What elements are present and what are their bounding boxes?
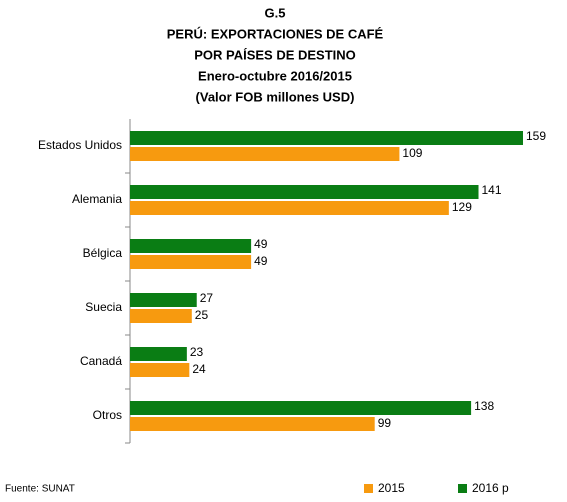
chart-title: (Valor FOB millones USD) xyxy=(196,89,355,104)
value-label: 99 xyxy=(378,416,392,430)
value-label: 27 xyxy=(200,291,214,305)
legend-label: 2016 p xyxy=(472,481,509,495)
value-label: 25 xyxy=(195,308,209,322)
bar xyxy=(130,309,192,323)
chart-title: PERÚ: EXPORTACIONES DE CAFÉ xyxy=(167,26,384,41)
y-tick-label: Canadá xyxy=(80,354,122,368)
bar xyxy=(130,363,190,377)
legend-swatch xyxy=(364,484,373,493)
value-label: 138 xyxy=(474,399,494,413)
y-tick-label: Bélgica xyxy=(83,246,123,260)
value-label: 23 xyxy=(190,345,204,359)
chart-title: G.5 xyxy=(265,5,286,20)
chart-title: POR PAÍSES DE DESTINO xyxy=(194,47,356,62)
value-label: 49 xyxy=(254,254,268,268)
bar xyxy=(130,185,479,199)
y-tick-label: Alemania xyxy=(72,192,122,206)
value-label: 109 xyxy=(402,146,422,160)
bar xyxy=(130,147,400,161)
y-tick-label: Suecia xyxy=(85,300,122,314)
bar xyxy=(130,417,375,431)
legend-swatch xyxy=(458,484,467,493)
bar xyxy=(130,239,252,253)
value-label: 49 xyxy=(254,237,268,251)
y-tick-label: Otros xyxy=(93,408,122,422)
source: Fuente: SUNAT xyxy=(5,484,75,495)
chart-title: Enero-octubre 2016/2015 xyxy=(198,68,352,83)
value-label: 129 xyxy=(452,200,472,214)
legend-label: 2015 xyxy=(378,481,405,495)
value-label: 141 xyxy=(482,183,502,197)
y-tick-label: Estados Unidos xyxy=(38,138,122,152)
bar xyxy=(130,293,197,307)
bar xyxy=(130,347,187,361)
bar xyxy=(130,401,472,415)
bar xyxy=(130,131,523,145)
bar xyxy=(130,201,449,215)
bar xyxy=(130,255,252,269)
value-label: 24 xyxy=(192,362,206,376)
value-label: 159 xyxy=(526,129,546,143)
